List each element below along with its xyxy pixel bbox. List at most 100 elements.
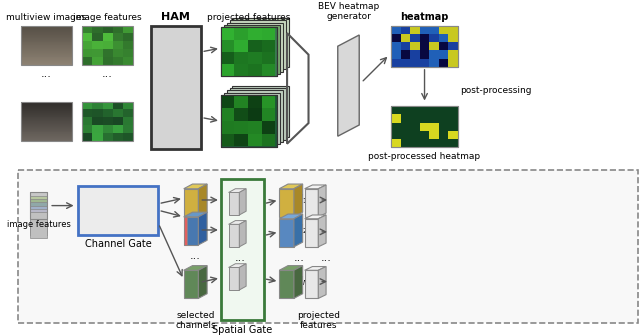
FancyBboxPatch shape [21,61,72,62]
FancyBboxPatch shape [92,102,102,110]
Polygon shape [338,35,359,136]
FancyBboxPatch shape [248,64,262,76]
FancyBboxPatch shape [123,49,133,57]
FancyBboxPatch shape [21,47,72,48]
FancyBboxPatch shape [92,25,102,34]
FancyBboxPatch shape [438,25,448,34]
FancyBboxPatch shape [448,34,458,42]
FancyBboxPatch shape [21,64,72,65]
FancyBboxPatch shape [221,52,234,64]
FancyBboxPatch shape [401,42,410,50]
FancyBboxPatch shape [221,64,234,76]
FancyBboxPatch shape [21,130,72,131]
FancyBboxPatch shape [29,212,47,239]
FancyBboxPatch shape [83,49,92,57]
FancyBboxPatch shape [21,119,72,120]
FancyBboxPatch shape [410,59,420,67]
FancyBboxPatch shape [262,27,275,40]
FancyBboxPatch shape [92,49,102,57]
FancyBboxPatch shape [234,40,248,52]
Polygon shape [184,270,198,298]
Polygon shape [305,189,318,217]
FancyBboxPatch shape [392,50,401,59]
FancyBboxPatch shape [438,50,448,59]
FancyBboxPatch shape [21,30,72,31]
FancyBboxPatch shape [21,27,72,28]
Polygon shape [318,215,326,247]
FancyBboxPatch shape [92,34,102,41]
FancyBboxPatch shape [29,199,47,225]
FancyBboxPatch shape [21,126,72,127]
Polygon shape [318,267,326,298]
FancyBboxPatch shape [21,127,72,128]
Polygon shape [184,217,198,245]
FancyBboxPatch shape [21,117,72,118]
Polygon shape [305,185,326,189]
FancyBboxPatch shape [83,57,92,65]
FancyBboxPatch shape [21,109,72,110]
FancyBboxPatch shape [224,93,280,144]
Polygon shape [239,264,246,290]
FancyBboxPatch shape [221,27,234,40]
FancyBboxPatch shape [410,131,420,139]
FancyBboxPatch shape [420,123,429,131]
Polygon shape [239,221,246,247]
FancyBboxPatch shape [83,25,92,34]
FancyBboxPatch shape [21,110,72,111]
Text: Spatial Gate: Spatial Gate [212,325,273,335]
FancyBboxPatch shape [221,95,234,108]
FancyBboxPatch shape [21,52,72,53]
FancyBboxPatch shape [21,59,72,60]
Polygon shape [228,221,246,224]
Polygon shape [279,266,303,270]
FancyBboxPatch shape [21,37,72,38]
FancyBboxPatch shape [420,34,429,42]
FancyBboxPatch shape [262,108,275,121]
Polygon shape [305,215,326,219]
FancyBboxPatch shape [401,25,410,34]
FancyBboxPatch shape [21,57,72,58]
FancyBboxPatch shape [21,25,72,26]
FancyBboxPatch shape [227,23,283,72]
FancyBboxPatch shape [262,40,275,52]
Text: multiview images: multiview images [6,13,86,22]
Polygon shape [279,270,294,298]
FancyBboxPatch shape [29,193,47,219]
Text: ...: ... [190,251,201,261]
FancyBboxPatch shape [123,125,133,133]
Text: ...: ... [293,253,304,263]
FancyBboxPatch shape [448,131,458,139]
FancyBboxPatch shape [410,115,420,123]
FancyBboxPatch shape [448,59,458,67]
Polygon shape [184,189,198,217]
FancyBboxPatch shape [21,62,72,63]
FancyBboxPatch shape [92,57,102,65]
FancyBboxPatch shape [21,111,72,112]
FancyBboxPatch shape [21,125,72,126]
FancyBboxPatch shape [21,33,72,34]
FancyBboxPatch shape [150,25,201,149]
FancyBboxPatch shape [21,63,72,64]
FancyBboxPatch shape [21,122,72,123]
Polygon shape [294,266,303,298]
FancyBboxPatch shape [401,131,410,139]
FancyBboxPatch shape [21,45,72,46]
FancyBboxPatch shape [420,139,429,147]
FancyBboxPatch shape [21,55,72,56]
FancyBboxPatch shape [438,115,448,123]
FancyBboxPatch shape [21,26,72,27]
FancyBboxPatch shape [448,139,458,147]
FancyBboxPatch shape [21,58,72,59]
Polygon shape [228,189,246,193]
FancyBboxPatch shape [21,44,72,45]
FancyBboxPatch shape [248,108,262,121]
FancyBboxPatch shape [438,42,448,50]
FancyBboxPatch shape [21,116,72,117]
Text: $H_1$: $H_1$ [295,193,308,206]
Text: $H_N$: $H_N$ [295,274,309,288]
FancyBboxPatch shape [21,42,72,43]
FancyBboxPatch shape [21,34,72,35]
FancyBboxPatch shape [21,49,72,50]
FancyBboxPatch shape [392,106,458,147]
FancyBboxPatch shape [21,108,72,109]
